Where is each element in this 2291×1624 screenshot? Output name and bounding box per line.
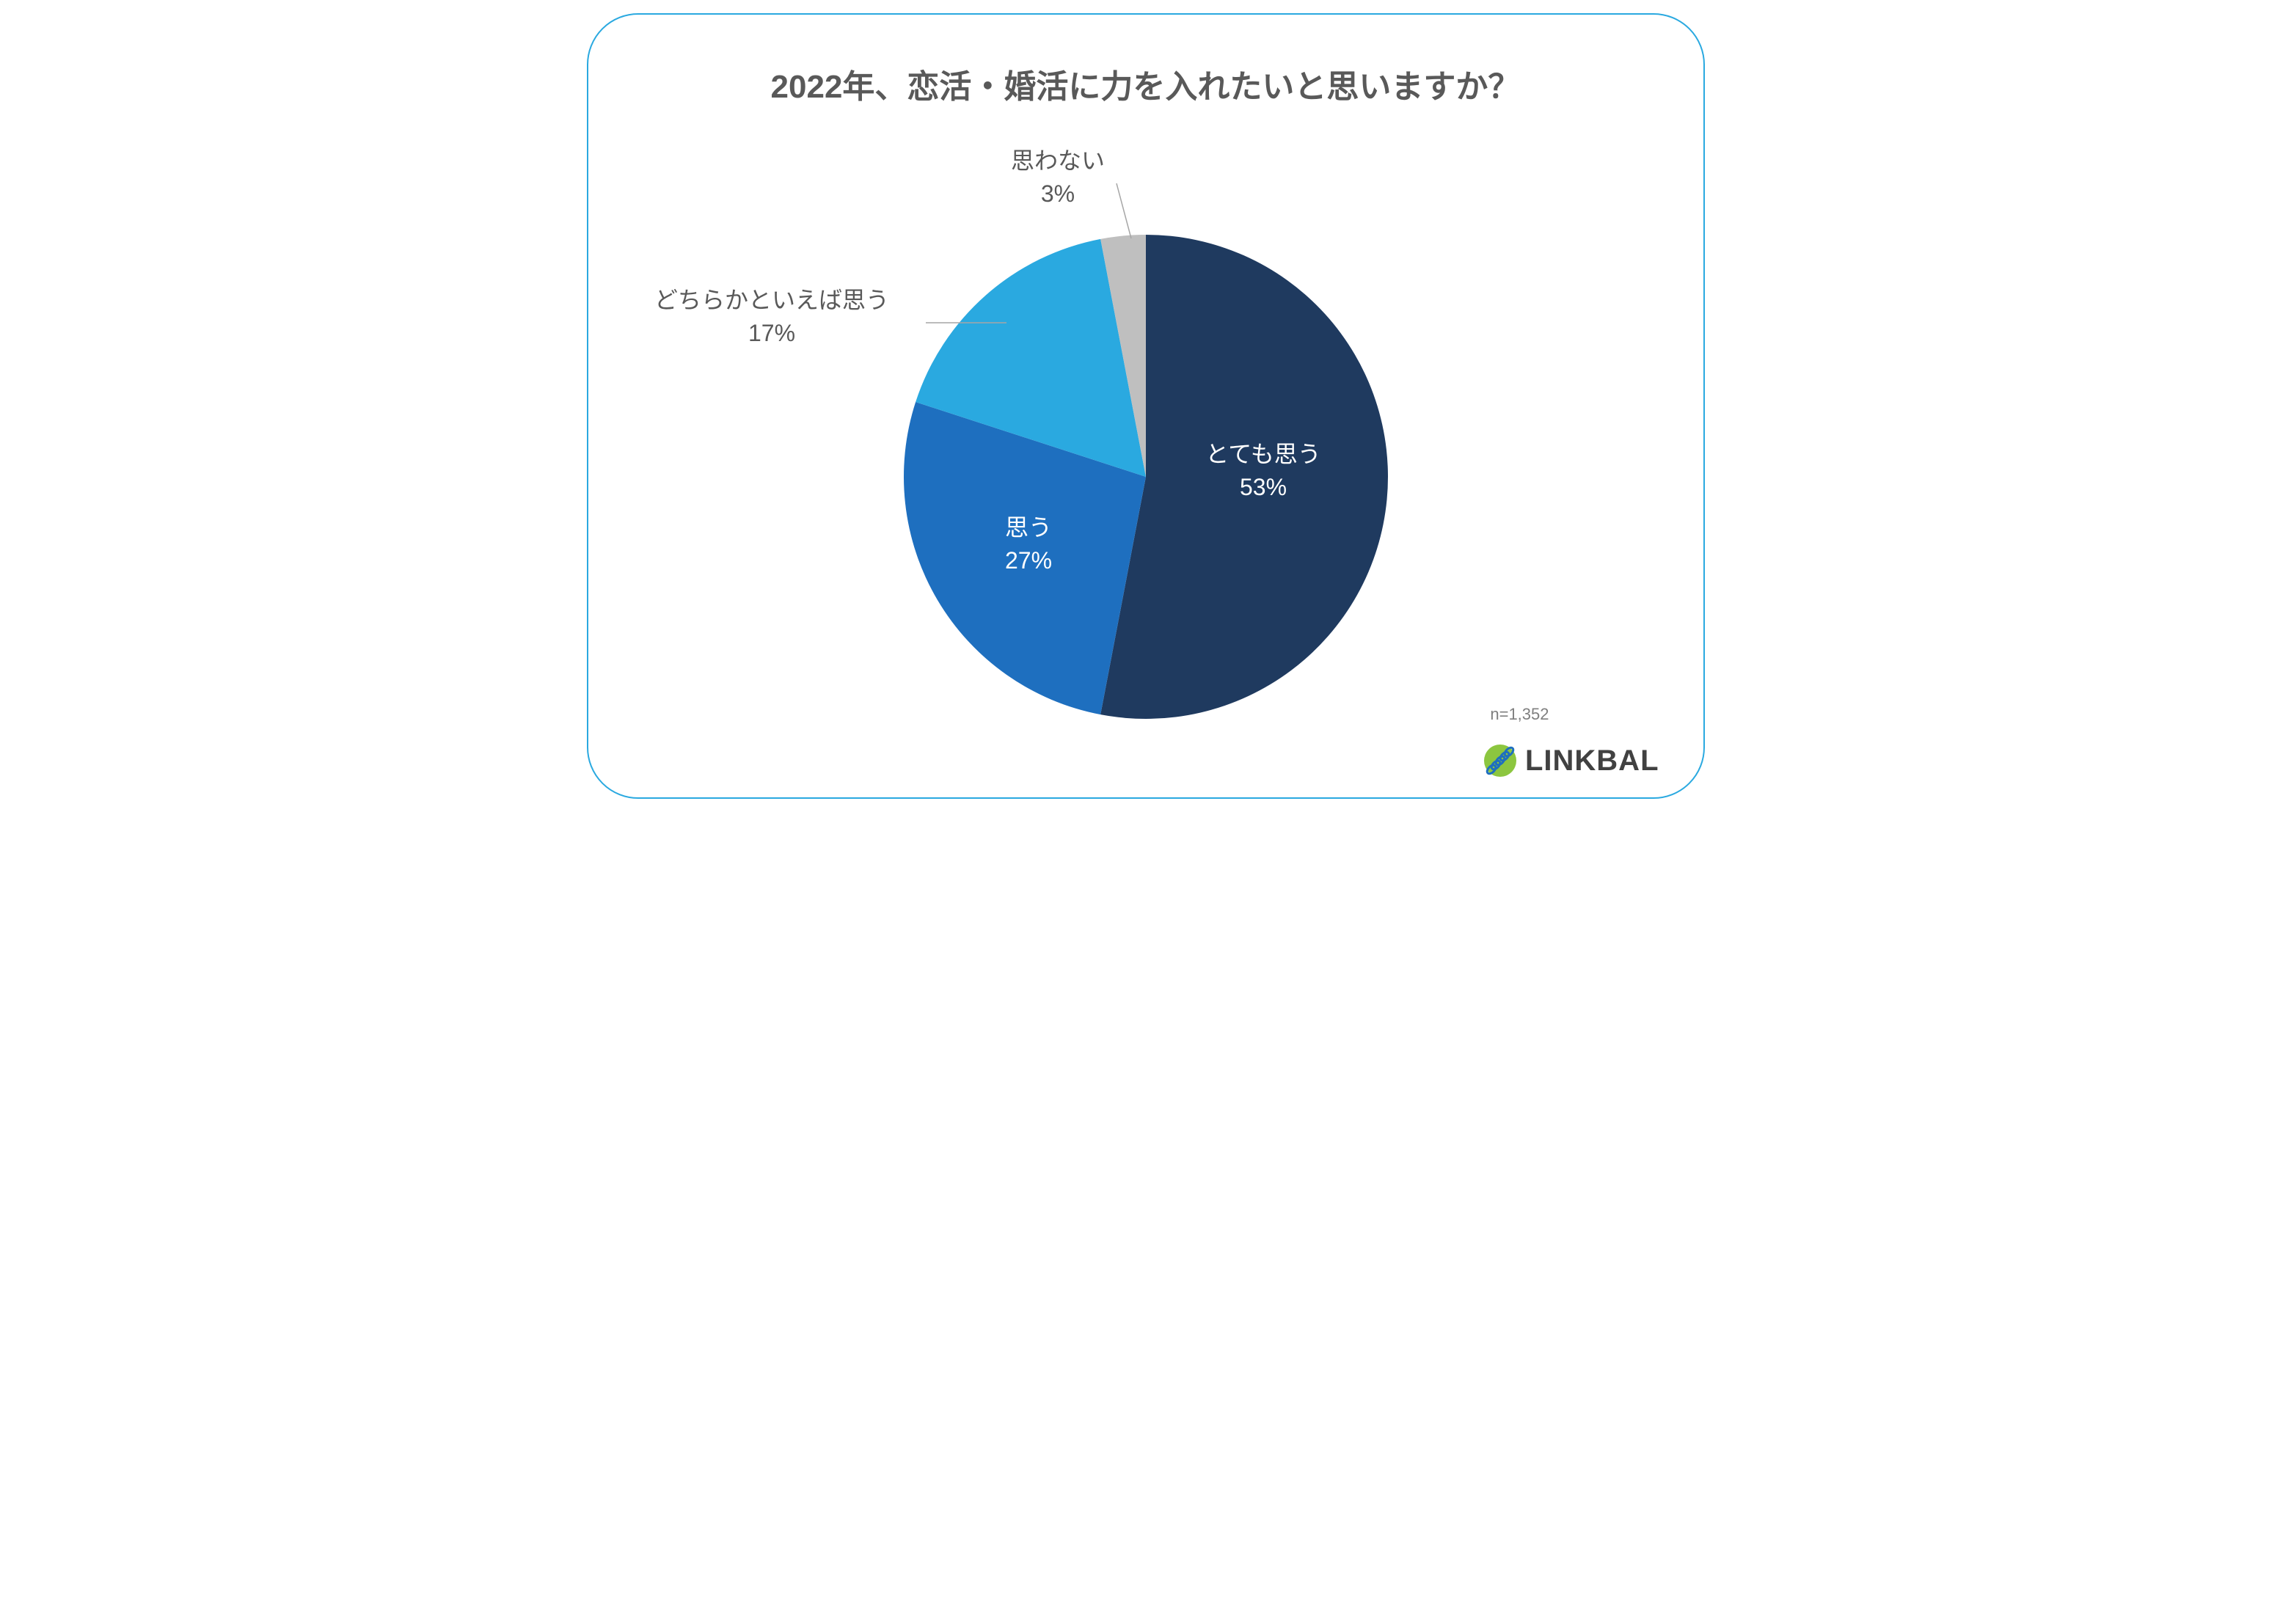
sample-size-label: n=1,352 bbox=[1490, 705, 1549, 724]
brand-logo: LINKBAL bbox=[1483, 743, 1659, 778]
chart-title: 2022年、恋活・婚活に力を入れたいと思いますか？ bbox=[588, 60, 1703, 107]
slice-value-label: 27% bbox=[1004, 547, 1051, 574]
brand-logo-icon bbox=[1483, 743, 1518, 778]
slice-value-label: 3% bbox=[1040, 180, 1074, 207]
slice-name-label: 思わない bbox=[1010, 147, 1104, 174]
brand-logo-text: LINKBAL bbox=[1525, 745, 1659, 778]
slice-name-label: とても思う bbox=[1205, 441, 1320, 467]
slice-name-label: どちらかといえば思う bbox=[654, 287, 888, 313]
leader-line bbox=[1117, 183, 1131, 238]
slice-name-label: 思う bbox=[1004, 514, 1051, 541]
pie-chart-container: とても思う 53% 思う 27% どちらかといえば思う 17% 思わない 3% bbox=[588, 125, 1703, 768]
pie-chart: とても思う 53% 思う 27% どちらかといえば思う 17% 思わない 3% bbox=[588, 125, 1703, 770]
slice-value-label: 17% bbox=[748, 320, 794, 346]
slice-value-label: 53% bbox=[1239, 474, 1286, 500]
slide-frame: 2022年、恋活・婚活に力を入れたいと思いますか？ とても思う 53% 思う 27% ど… bbox=[574, 0, 1718, 812]
slide-border: 2022年、恋活・婚活に力を入れたいと思いますか？ とても思う 53% 思う 27% ど… bbox=[587, 13, 1705, 799]
